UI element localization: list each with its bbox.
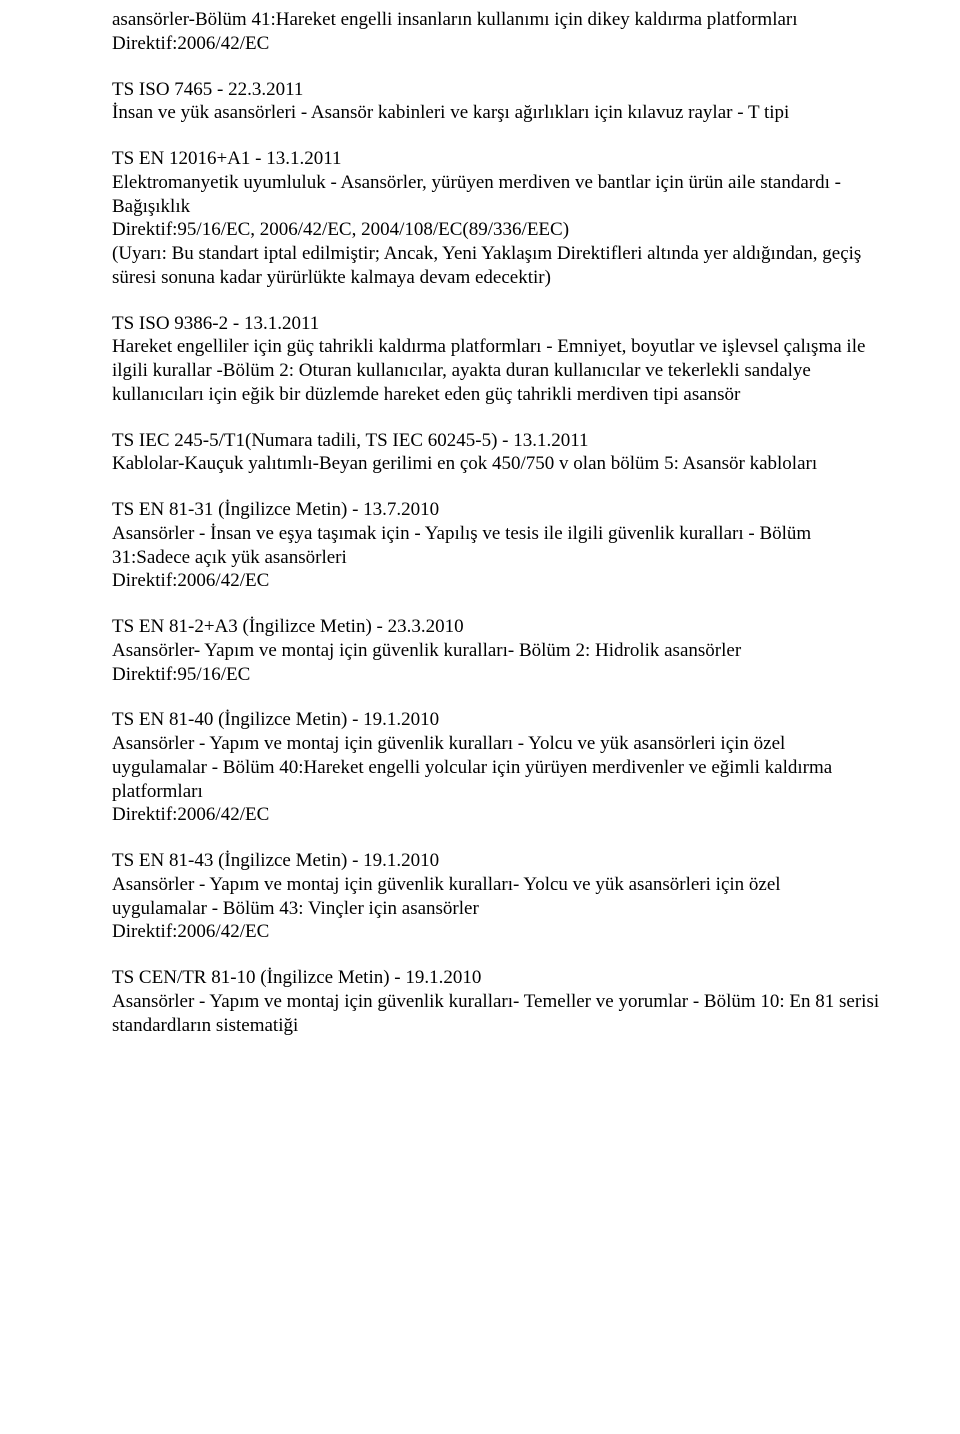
entry-line: Asansörler - Yapım ve montaj için güvenl…: [112, 873, 880, 921]
entry-line: TS EN 81-31 (İngilizce Metin) - 13.7.201…: [112, 498, 880, 522]
entry-line: Direktif:95/16/EC, 2006/42/EC, 2004/108/…: [112, 218, 880, 242]
entry-line: Asansörler- Yapım ve montaj için güvenli…: [112, 639, 880, 663]
entry-line: TS CEN/TR 81-10 (İngilizce Metin) - 19.1…: [112, 966, 880, 990]
entry-line: TS ISO 9386-2 - 13.1.2011: [112, 312, 880, 336]
standard-entry: TS CEN/TR 81-10 (İngilizce Metin) - 19.1…: [112, 966, 880, 1037]
entry-line: Direktif:95/16/EC: [112, 663, 880, 687]
entry-line: TS IEC 245-5/T1(Numara tadili, TS IEC 60…: [112, 429, 880, 453]
entry-line: TS EN 12016+A1 - 13.1.2011: [112, 147, 880, 171]
entry-line: İnsan ve yük asansörleri - Asansör kabin…: [112, 101, 880, 125]
entry-line: Elektromanyetik uyumluluk - Asansörler, …: [112, 171, 880, 219]
standard-entry: TS EN 81-43 (İngilizce Metin) - 19.1.201…: [112, 849, 880, 944]
entry-line: Asansörler - Yapım ve montaj için güvenl…: [112, 990, 880, 1038]
entry-line: Direktif:2006/42/EC: [112, 803, 880, 827]
standard-entry: TS IEC 245-5/T1(Numara tadili, TS IEC 60…: [112, 429, 880, 477]
entry-line: Direktif:2006/42/EC: [112, 569, 880, 593]
standard-entry: TS EN 81-2+A3 (İngilizce Metin) - 23.3.2…: [112, 615, 880, 686]
entry-line: asansörler-Bölüm 41:Hareket engelli insa…: [112, 8, 880, 32]
entry-line: (Uyarı: Bu standart iptal edilmiştir; An…: [112, 242, 880, 290]
entry-line: Hareket engelliler için güç tahrikli kal…: [112, 335, 880, 406]
standard-entry: TS EN 81-31 (İngilizce Metin) - 13.7.201…: [112, 498, 880, 593]
document-page: asansörler-Bölüm 41:Hareket engelli insa…: [0, 0, 960, 1067]
standard-entry: TS ISO 7465 - 22.3.2011 İnsan ve yük asa…: [112, 78, 880, 126]
entry-line: TS ISO 7465 - 22.3.2011: [112, 78, 880, 102]
entry-line: Kablolar-Kauçuk yalıtımlı-Beyan gerilimi…: [112, 452, 880, 476]
standard-entry: asansörler-Bölüm 41:Hareket engelli insa…: [112, 8, 880, 56]
entry-line: Asansörler - İnsan ve eşya taşımak için …: [112, 522, 880, 570]
entry-line: Direktif:2006/42/EC: [112, 32, 880, 56]
entry-line: Asansörler - Yapım ve montaj için güvenl…: [112, 732, 880, 803]
standard-entry: TS ISO 9386-2 - 13.1.2011 Hareket engell…: [112, 312, 880, 407]
standard-entry: TS EN 12016+A1 - 13.1.2011 Elektromanyet…: [112, 147, 880, 290]
entry-line: TS EN 81-40 (İngilizce Metin) - 19.1.201…: [112, 708, 880, 732]
entry-line: Direktif:2006/42/EC: [112, 920, 880, 944]
entry-line: TS EN 81-2+A3 (İngilizce Metin) - 23.3.2…: [112, 615, 880, 639]
entry-line: TS EN 81-43 (İngilizce Metin) - 19.1.201…: [112, 849, 880, 873]
standard-entry: TS EN 81-40 (İngilizce Metin) - 19.1.201…: [112, 708, 880, 827]
